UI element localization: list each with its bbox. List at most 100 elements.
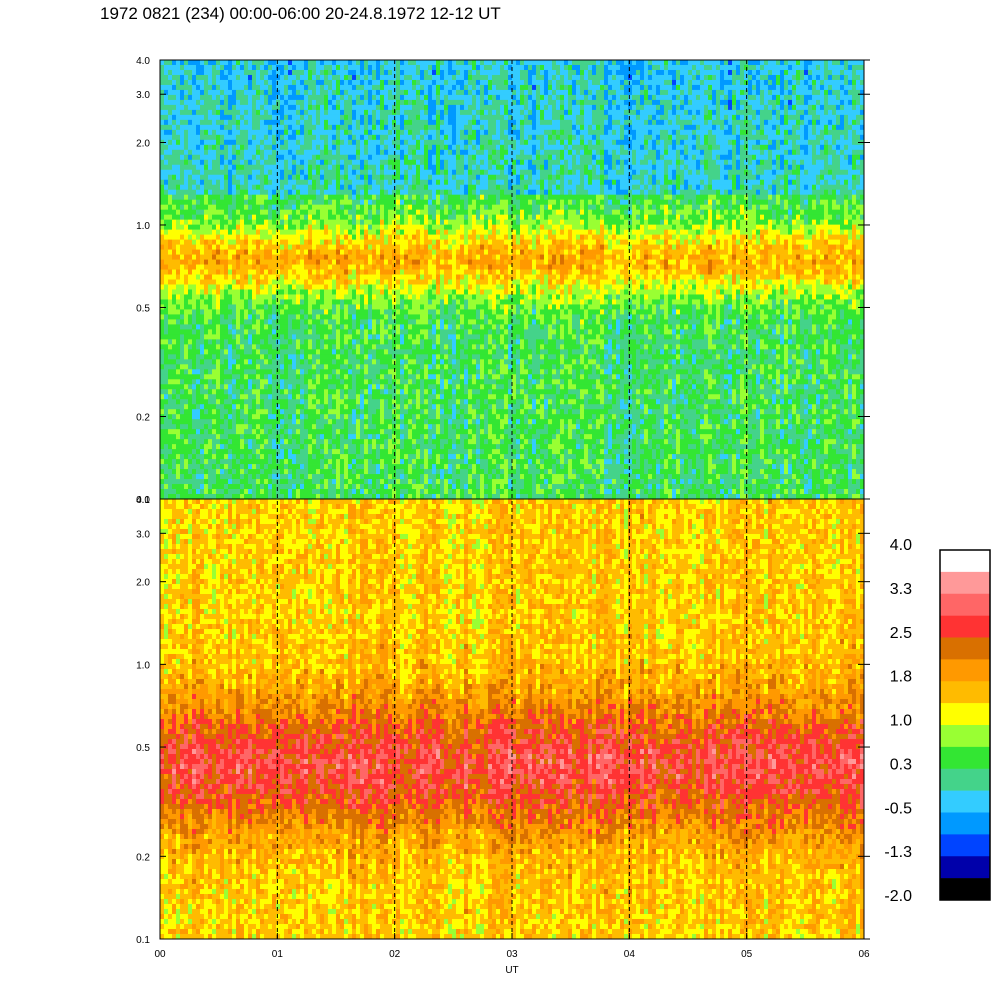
heat-cell <box>332 314 337 320</box>
heat-cell <box>280 479 285 485</box>
heat-cell <box>212 419 217 425</box>
heat-cell <box>288 274 293 280</box>
heat-cell <box>244 99 249 106</box>
heat-cell <box>276 64 281 71</box>
heat-cell <box>364 194 369 201</box>
heat-cell <box>264 314 269 320</box>
heat-cell <box>192 404 197 410</box>
heat-cell <box>344 269 349 275</box>
heat-cell <box>364 399 369 405</box>
heat-cell <box>316 459 321 465</box>
heat-cell <box>332 209 337 216</box>
heat-cell <box>224 109 229 116</box>
heat-cell <box>292 144 297 151</box>
heat-cell <box>264 274 269 280</box>
heat-cell <box>364 84 369 91</box>
heat-cell <box>228 449 233 455</box>
heat-cell <box>308 429 313 435</box>
heat-cell <box>216 364 221 370</box>
heat-cell <box>304 444 309 450</box>
heat-cell <box>324 64 329 71</box>
heat-cell <box>160 134 165 141</box>
heat-cell <box>308 154 313 161</box>
heat-cell <box>184 319 189 325</box>
heat-cell <box>204 364 209 370</box>
heat-cell <box>200 489 205 495</box>
heat-cell <box>244 364 249 370</box>
heat-cell <box>196 149 201 156</box>
heat-cell <box>320 444 325 450</box>
heat-cell <box>292 229 297 235</box>
heat-cell <box>188 174 193 181</box>
heat-cell <box>308 229 313 235</box>
heat-cell <box>216 309 221 315</box>
heat-cell <box>252 409 257 415</box>
heat-cell <box>228 109 233 116</box>
heat-cell <box>356 209 361 216</box>
heat-cell <box>188 244 193 250</box>
heat-cell <box>216 149 221 156</box>
heat-cell <box>344 384 349 390</box>
heat-cell <box>320 329 325 335</box>
heat-cell <box>208 494 213 500</box>
heat-cell <box>212 289 217 295</box>
heat-cell <box>304 174 309 181</box>
heat-cell <box>348 414 353 420</box>
heat-cell <box>324 149 329 156</box>
heat-cell <box>312 60 317 66</box>
heat-cell <box>220 194 225 201</box>
heat-cell <box>348 329 353 335</box>
heat-cell <box>348 399 353 405</box>
heat-cell <box>252 199 257 206</box>
heat-cell <box>192 84 197 91</box>
heat-cell <box>348 334 353 340</box>
heat-cell <box>232 454 237 460</box>
heat-cell <box>216 409 221 415</box>
heat-cell <box>292 254 297 260</box>
heat-cell <box>256 109 261 116</box>
heat-cell <box>304 189 309 196</box>
heat-cell <box>188 399 193 405</box>
heat-cell <box>292 199 297 206</box>
heat-cell <box>184 439 189 445</box>
heat-cell <box>244 194 249 201</box>
heat-cell <box>216 484 221 490</box>
heat-cell <box>216 60 221 66</box>
heat-cell <box>276 439 281 445</box>
heat-cell <box>172 184 177 191</box>
heat-cell <box>360 329 365 335</box>
heat-cell <box>356 374 361 380</box>
heat-cell <box>272 184 277 191</box>
heat-cell <box>228 169 233 176</box>
heat-cell <box>348 219 353 226</box>
heat-cell <box>300 264 305 270</box>
heat-cell <box>220 434 225 440</box>
heat-cell <box>188 249 193 255</box>
heat-cell <box>184 384 189 390</box>
heat-cell <box>384 199 389 206</box>
heat-cell <box>380 259 385 265</box>
heat-cell <box>184 329 189 335</box>
heat-cell <box>252 209 257 216</box>
heat-cell <box>272 454 277 460</box>
heat-cell <box>376 374 381 380</box>
heat-cell <box>344 234 349 240</box>
heat-cell <box>164 179 169 186</box>
heat-cell <box>172 309 177 315</box>
heat-cell <box>220 454 225 460</box>
heat-cell <box>236 154 241 161</box>
heat-cell <box>280 444 285 450</box>
heat-cell <box>224 60 229 66</box>
heat-cell <box>356 319 361 325</box>
heat-cell <box>300 389 305 395</box>
heat-cell <box>200 344 205 350</box>
heat-cell <box>344 139 349 146</box>
heat-cell <box>308 489 313 495</box>
heat-cell <box>204 444 209 450</box>
heat-cell <box>304 374 309 380</box>
heat-cell <box>384 309 389 315</box>
heat-cell <box>172 404 177 410</box>
heat-cell <box>332 464 337 470</box>
heat-cell <box>168 224 173 231</box>
heat-cell <box>348 344 353 350</box>
